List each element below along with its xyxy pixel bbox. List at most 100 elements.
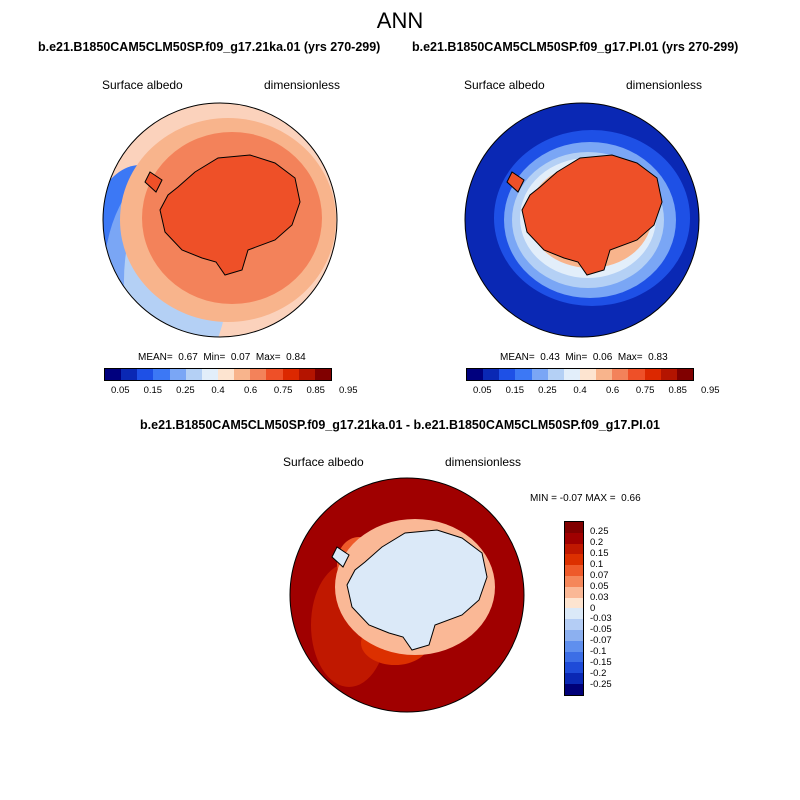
colorbar-swatch-8 <box>596 369 613 380</box>
max-value: 0.83 <box>648 352 668 363</box>
colorbar-swatch-8 <box>565 608 583 620</box>
colorbar-tick-label: 0.25 <box>538 385 557 396</box>
colorbar-swatch-6 <box>565 586 583 598</box>
colorbar-tick-label: 0.25 <box>176 385 195 396</box>
colorbar-tick-label: 0.15 <box>590 547 609 559</box>
colorbar-swatch-1 <box>121 369 138 380</box>
colorbar-swatch-2 <box>499 369 516 380</box>
colorbar-tick-label: 0.03 <box>590 591 609 603</box>
diff-units: dimensionless <box>445 455 522 469</box>
colorbar-tick-label: -0.07 <box>590 635 612 647</box>
panel-1-stats: MEAN= 0.67 Min= 0.07 Max= 0.84 <box>138 352 306 363</box>
colorbar-swatch-10 <box>628 369 645 380</box>
panel-2-units: dimensionless <box>626 78 703 92</box>
max-label: MAX = <box>585 493 616 504</box>
colorbar-tick-label: 0.1 <box>590 558 604 570</box>
colorbar-swatch-13 <box>565 662 583 674</box>
min-label: Min= <box>203 352 226 363</box>
colorbar-tick-label: 0.25 <box>590 525 609 537</box>
panel-1-units: dimensionless <box>264 78 341 92</box>
colorbar-tick-label: 0 <box>590 602 596 614</box>
colorbar-tick-label: 0.95 <box>339 385 358 396</box>
colorbar-swatch-2 <box>565 543 583 555</box>
colorbar-swatch-12 <box>660 369 677 380</box>
colorbar-swatch-9 <box>250 369 267 380</box>
max-label: Max= <box>255 352 281 363</box>
colorbar-swatch-4 <box>169 369 186 380</box>
max-value: 0.84 <box>286 352 306 363</box>
colorbar-swatch-6 <box>563 369 580 380</box>
min-value: 0.06 <box>592 352 613 363</box>
colorbar-tick-label: 0.6 <box>243 385 258 396</box>
diff-variable: Surface albedo <box>283 455 364 469</box>
colorbar-swatch-0 <box>467 369 484 380</box>
colorbar-tick-label: 0.4 <box>573 385 587 396</box>
colorbar-swatch-5 <box>565 575 583 587</box>
colorbar-swatch-15 <box>565 683 583 695</box>
antarctica-continent <box>521 154 663 276</box>
colorbar-tick-label: 0.6 <box>605 385 620 396</box>
max-value: 0.66 <box>621 493 641 504</box>
colorbar-tick-label: 0.75 <box>273 385 293 396</box>
colorbar-swatch-9 <box>565 619 583 630</box>
colorbar-swatch-6 <box>201 369 218 380</box>
mean-value: 0.43 <box>540 352 560 363</box>
colorbar-tick-label: -0.05 <box>590 624 612 636</box>
diff-stats: MIN = -0.07 MAX = 0.66 <box>530 493 641 504</box>
panel-2-map <box>464 102 700 338</box>
panel-2-variable: Surface albedo <box>464 78 545 92</box>
colorbar-swatch-11 <box>644 369 661 380</box>
colorbar-swatch-2 <box>137 369 154 380</box>
map-boundary <box>464 102 700 338</box>
diff-map <box>289 477 525 713</box>
colorbar-tick-label: 0.15 <box>143 385 163 396</box>
mean-value: 0.67 <box>178 352 198 363</box>
panel-1-colorbar-labels: 0.05 0.15 0.25 0.4 0.6 0.75 0.85 0.95 <box>104 385 358 399</box>
colorbar-swatch-0 <box>105 369 122 380</box>
antarctica-continent <box>159 154 301 276</box>
figure-title: ANN <box>376 8 424 33</box>
colorbar-swatch-1 <box>483 369 500 380</box>
colorbar-swatch-11 <box>282 369 299 380</box>
panel-1-variable: Surface albedo <box>102 78 183 92</box>
antarctic-peninsula <box>506 171 525 193</box>
colorbar-tick-label: -0.03 <box>590 613 612 625</box>
colorbar-tick-label: -0.1 <box>590 646 607 658</box>
colorbar-swatch-3 <box>515 369 532 380</box>
colorbar-swatch-10 <box>565 629 583 641</box>
colorbar-swatch-12 <box>565 651 583 663</box>
colorbar-tick-label: 0.95 <box>701 385 720 396</box>
min-value: -0.07 <box>559 493 583 504</box>
colorbar-tick-label: 0.05 <box>473 385 492 396</box>
colorbar-tick-label: 0.15 <box>505 385 525 396</box>
panel-2-colorbar-labels: 0.05 0.15 0.25 0.4 0.6 0.75 0.85 0.95 <box>466 385 720 399</box>
colorbar-tick-label: 0.07 <box>590 569 609 581</box>
panel-2-colorbar <box>466 368 694 381</box>
colorbar-swatch-5 <box>185 369 202 380</box>
map-boundary <box>289 477 525 713</box>
colorbar-tick-label: 0.05 <box>590 580 609 592</box>
min-value: 0.07 <box>230 352 251 363</box>
antarctic-peninsula <box>331 546 350 568</box>
antarctica-continent <box>346 529 488 651</box>
colorbar-swatch-8 <box>234 369 251 380</box>
colorbar-swatch-3 <box>565 554 583 566</box>
panel-1-map <box>102 102 338 338</box>
colorbar-tick-label: 0.4 <box>211 385 225 396</box>
colorbar-swatch-13 <box>676 369 693 380</box>
colorbar-swatch-14 <box>565 673 583 684</box>
colorbar-tick-label: 0.85 <box>668 385 687 396</box>
colorbar-tick-label: -0.15 <box>590 657 612 669</box>
colorbar-swatch-7 <box>217 369 235 380</box>
colorbar-swatch-9 <box>612 369 629 380</box>
colorbar-swatch-3 <box>153 369 170 380</box>
panel-1-title: b.e21.B1850CAM5CLM50SP.f09_g17.21ka.01 (… <box>38 40 381 54</box>
antarctic-peninsula <box>144 171 163 193</box>
colorbar-swatch-7 <box>565 597 583 609</box>
colorbar-tick-label: 0.05 <box>111 385 130 396</box>
colorbar-tick-label: -0.25 <box>590 679 612 691</box>
min-label: MIN = <box>530 493 557 504</box>
colorbar-tick-label: 0.85 <box>306 385 325 396</box>
panel-2-title: b.e21.B1850CAM5CLM50SP.f09_g17.PI.01 (yr… <box>412 40 739 54</box>
max-label: Max= <box>617 352 643 363</box>
